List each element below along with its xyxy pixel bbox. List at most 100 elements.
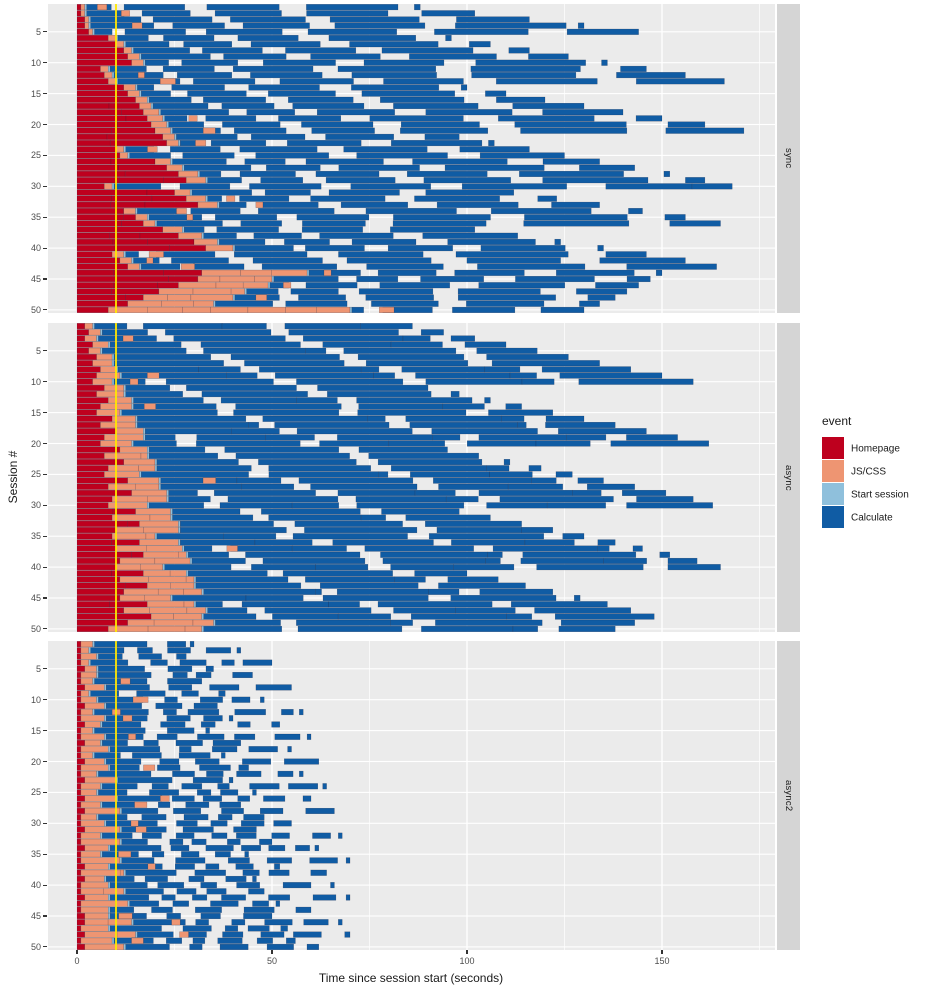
session-row (76, 489, 667, 496)
x-tick-label: 100 (459, 956, 475, 966)
session-row (76, 613, 655, 620)
y-tick-mark (43, 668, 47, 670)
session-row (76, 96, 546, 103)
facet-panel-async2 (48, 641, 775, 950)
session-row (76, 158, 600, 165)
y-tick-mark (43, 566, 47, 568)
session-row (76, 28, 639, 35)
session-row (76, 4, 421, 11)
session-row (76, 422, 616, 428)
facet-panel-async (48, 323, 775, 632)
y-tick-mark (43, 216, 47, 218)
facet-strip-async: async (777, 323, 800, 632)
session-row (76, 943, 319, 950)
y-tick-label: 10 (30, 694, 41, 705)
session-row (76, 452, 479, 459)
session-row (76, 721, 280, 728)
y-tick-label: 25 (30, 469, 41, 480)
session-row (76, 520, 522, 527)
threshold-line (115, 4, 117, 313)
session-row (76, 300, 600, 307)
session-row (76, 857, 351, 864)
x-tick-mark (76, 950, 78, 954)
session-row (76, 869, 327, 876)
session-row (76, 208, 643, 215)
y-tick-mark (43, 123, 47, 126)
y-tick-label: 10 (30, 57, 41, 68)
session-row (76, 595, 581, 602)
y-tick-mark (43, 473, 47, 475)
y-tick-label: 20 (30, 119, 41, 130)
session-row (76, 814, 265, 821)
session-row (76, 251, 647, 258)
session-row (76, 684, 292, 691)
session-row (76, 702, 218, 709)
session-row (76, 539, 616, 546)
y-tick-label: 45 (30, 911, 41, 921)
y-tick-mark (43, 247, 47, 249)
y-tick-label: 25 (30, 787, 41, 798)
session-row (76, 214, 686, 221)
legend-label: Homepage (851, 443, 900, 454)
legend-label: JS/CSS (851, 466, 887, 477)
legend-item-start: Start session (822, 483, 932, 506)
session-row (76, 900, 280, 907)
session-row (76, 220, 721, 227)
session-row (76, 459, 511, 466)
session-row (76, 545, 643, 552)
session-row (76, 35, 452, 42)
session-row (76, 347, 538, 354)
session-row (76, 409, 553, 416)
session-row (76, 795, 312, 802)
y-tick-mark (43, 730, 47, 732)
legend-label: Calculate (851, 512, 893, 523)
y-tick-mark (43, 699, 47, 701)
session-row (76, 140, 495, 147)
session-row (76, 306, 585, 313)
session-row (76, 619, 635, 626)
session-row (76, 715, 234, 722)
session-row (76, 201, 600, 208)
session-row (76, 576, 499, 583)
session-row (76, 801, 241, 808)
legend-label: Start session (851, 489, 909, 500)
session-row (76, 665, 214, 672)
y-tick-mark (43, 853, 47, 855)
session-row (76, 269, 663, 276)
session-row (76, 764, 249, 771)
session-row (76, 238, 561, 245)
y-tick-mark (43, 946, 47, 948)
session-row (76, 90, 507, 97)
legend-title: event (822, 414, 852, 428)
threshold-line (115, 323, 117, 632)
y-tick-mark (43, 822, 47, 824)
session-row (76, 403, 522, 410)
session-row (76, 496, 694, 503)
facet-strip-sync: sync (777, 4, 800, 313)
session-row (76, 103, 585, 109)
session-row (76, 121, 706, 128)
y-tick-label: 35 (30, 212, 41, 223)
session-row (76, 557, 698, 564)
y-tick-mark (43, 154, 47, 156)
session-row (76, 378, 694, 385)
x-tick-label: 150 (654, 956, 670, 966)
legend-item-calculate: Calculate (822, 506, 932, 529)
session-row (76, 863, 280, 870)
session-row (76, 263, 717, 270)
y-tick-label: 30 (30, 500, 41, 511)
session-row (76, 588, 553, 595)
session-row (76, 826, 257, 833)
session-row (76, 335, 475, 342)
session-row (76, 838, 273, 845)
y-tick-label: 50 (30, 941, 41, 952)
session-row (76, 428, 647, 435)
session-row (76, 341, 507, 348)
session-row (76, 72, 686, 79)
session-row (76, 601, 608, 608)
session-row (76, 845, 319, 852)
x-tick-mark (271, 950, 273, 954)
session-row (76, 415, 585, 422)
legend-swatch-jscss (822, 460, 844, 482)
